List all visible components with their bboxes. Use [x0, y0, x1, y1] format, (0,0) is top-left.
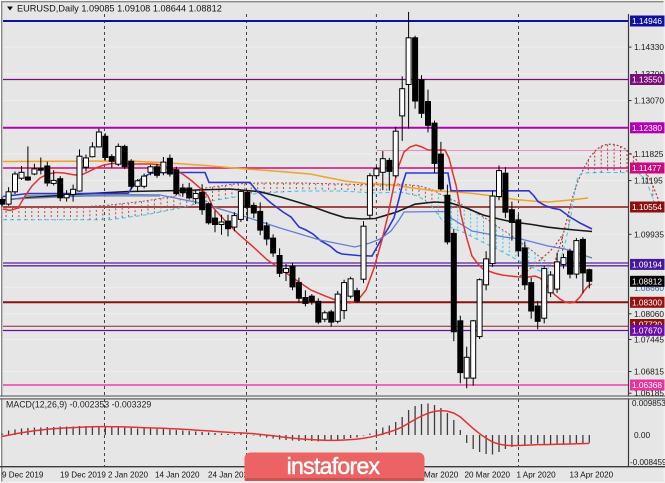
- svg-text:20 Mar 2020: 20 Mar 2020: [465, 470, 511, 479]
- svg-text:1.08300: 1.08300: [632, 298, 662, 308]
- svg-text:1.08660: 1.08660: [634, 283, 664, 293]
- svg-text:1.06368: 1.06368: [632, 380, 662, 390]
- svg-text:-0.008459: -0.008459: [630, 458, 665, 467]
- svg-text:1.06185: 1.06185: [634, 388, 664, 398]
- svg-text:1.14330: 1.14330: [634, 42, 664, 52]
- svg-text:1.09194: 1.09194: [632, 260, 662, 270]
- svg-text:19 Dec 2019: 19 Dec 2019: [60, 470, 106, 479]
- svg-text:1 Apr 2020: 1 Apr 2020: [517, 470, 557, 479]
- svg-text:Mar 2020: Mar 2020: [424, 470, 459, 479]
- svg-text:1.08060: 1.08060: [634, 309, 664, 319]
- svg-text:1.11195: 1.11195: [634, 176, 663, 186]
- svg-text:1.07445: 1.07445: [634, 335, 664, 345]
- svg-text:1.11477: 1.11477: [632, 163, 662, 173]
- svg-text:1.07720: 1.07720: [632, 320, 662, 330]
- svg-text:0.009853: 0.009853: [632, 399, 665, 408]
- svg-text:1.07670: 1.07670: [632, 326, 662, 336]
- svg-text:1.10554: 1.10554: [632, 202, 662, 212]
- svg-text:13 Apr 2020: 13 Apr 2020: [570, 470, 614, 479]
- svg-text:instaforex: instaforex: [287, 453, 381, 479]
- svg-text:1.11825: 1.11825: [634, 149, 664, 159]
- svg-text:1.09935: 1.09935: [634, 229, 664, 239]
- svg-text:24 Jan 2020: 24 Jan 2020: [208, 470, 253, 479]
- svg-text:0.00: 0.00: [634, 430, 651, 440]
- svg-text:9 Dec 2019: 9 Dec 2019: [2, 470, 44, 479]
- svg-text:MACD(12,26,9) -0.002353 -0.003: MACD(12,26,9) -0.002353 -0.003329: [6, 399, 151, 409]
- svg-text:1.08812: 1.08812: [632, 277, 662, 287]
- svg-text:1.06815: 1.06815: [634, 367, 664, 377]
- svg-text:1.12380: 1.12380: [632, 123, 662, 133]
- svg-text:1.13070: 1.13070: [634, 96, 664, 106]
- svg-text:EURUSD,Daily 1.09085 1.09108: EURUSD,Daily 1.09085 1.09108 1.08644 1.0…: [17, 4, 222, 14]
- svg-text:1.14946: 1.14946: [632, 16, 662, 26]
- svg-text:1.13550: 1.13550: [632, 75, 662, 85]
- svg-text:1.13700: 1.13700: [634, 69, 664, 79]
- svg-text:2 Jan 2020: 2 Jan 2020: [108, 470, 149, 479]
- svg-text:14 Jan 2020: 14 Jan 2020: [155, 470, 200, 479]
